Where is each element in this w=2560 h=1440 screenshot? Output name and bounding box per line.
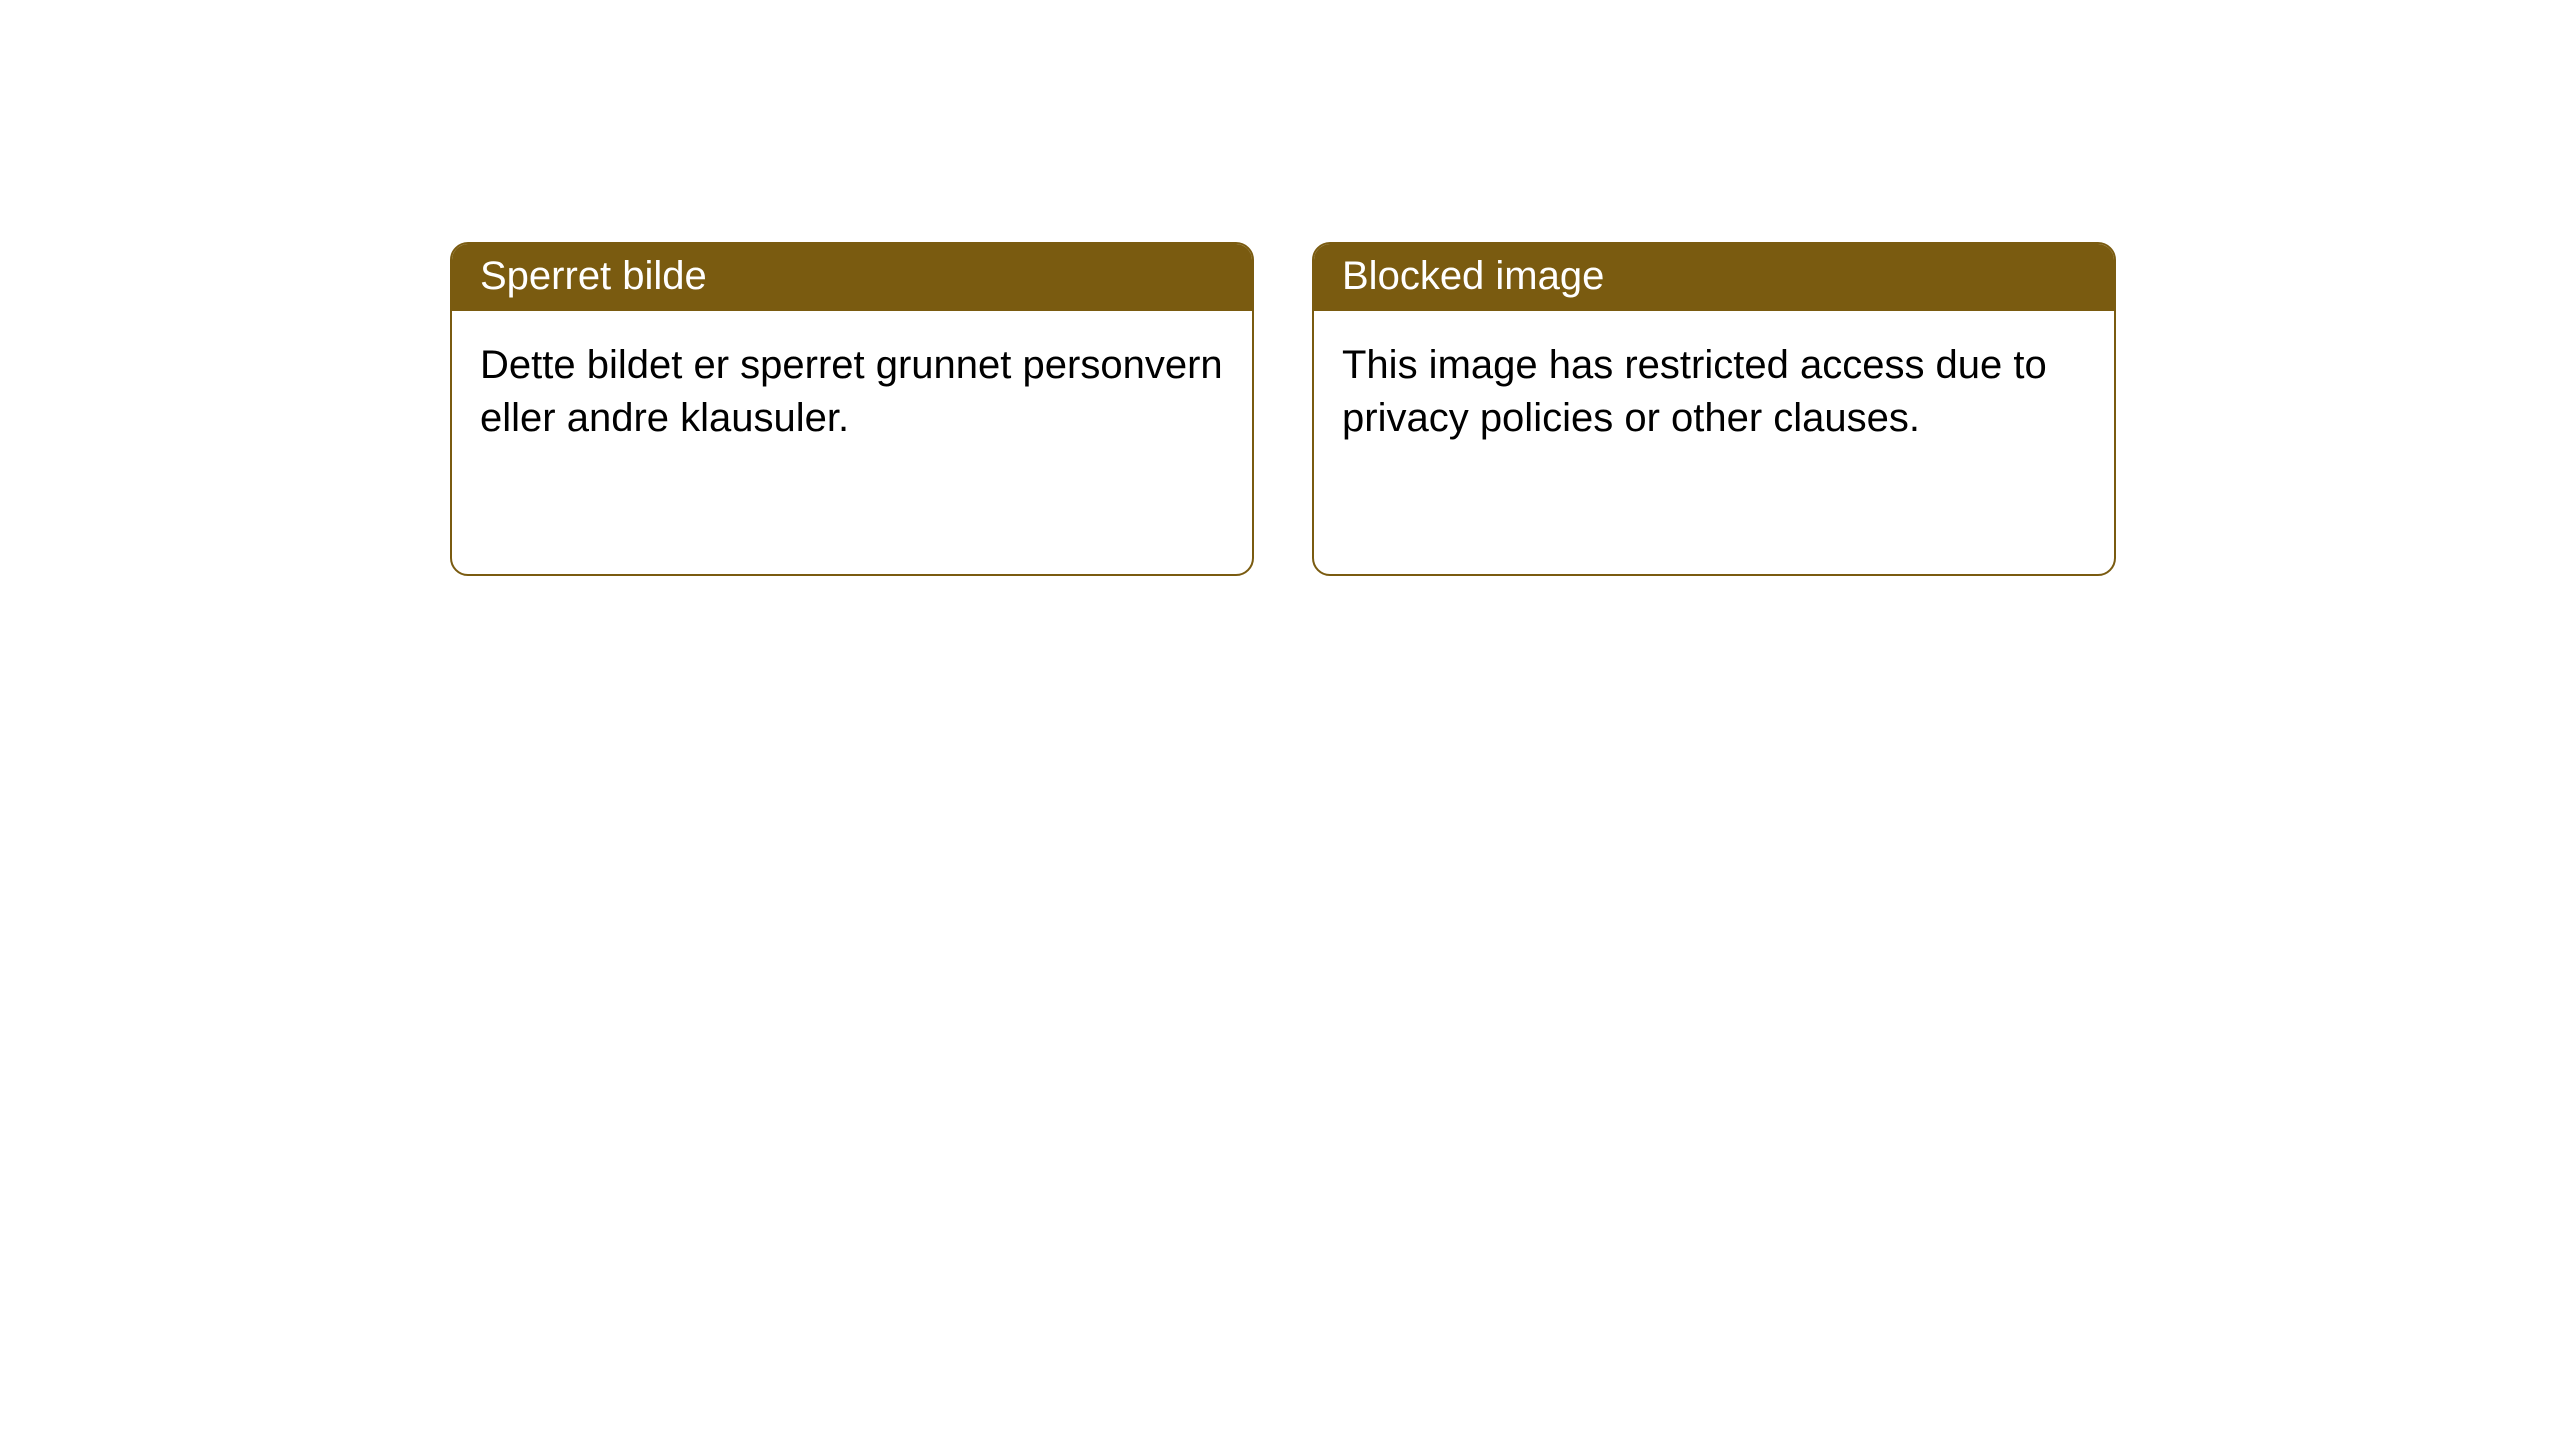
notice-body: Dette bildet er sperret grunnet personve… (452, 311, 1252, 473)
notice-card-norwegian: Sperret bilde Dette bildet er sperret gr… (450, 242, 1254, 576)
notice-header: Blocked image (1314, 244, 2114, 311)
notice-body: This image has restricted access due to … (1314, 311, 2114, 473)
notice-header: Sperret bilde (452, 244, 1252, 311)
notice-container: Sperret bilde Dette bildet er sperret gr… (0, 0, 2560, 576)
notice-card-english: Blocked image This image has restricted … (1312, 242, 2116, 576)
